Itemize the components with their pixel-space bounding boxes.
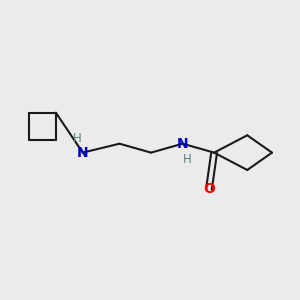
Text: H: H: [73, 132, 82, 145]
Text: H: H: [182, 153, 191, 166]
Text: N: N: [177, 137, 188, 151]
Text: O: O: [203, 182, 215, 197]
Text: N: N: [77, 146, 88, 160]
